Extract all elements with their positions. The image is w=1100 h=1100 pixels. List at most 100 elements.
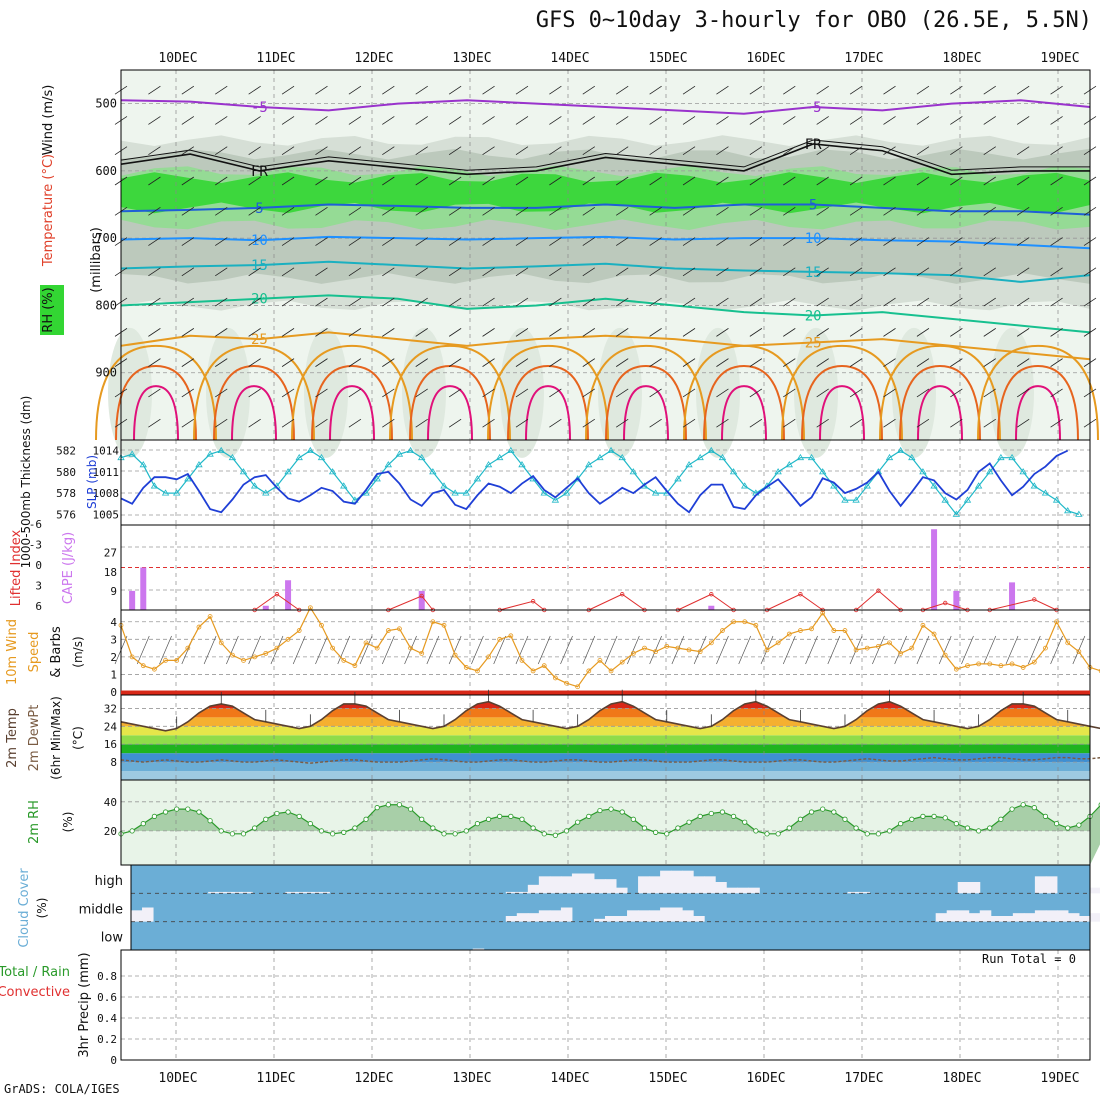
slp-point (629, 468, 638, 475)
lifted-index-point (530, 599, 536, 604)
cloud-cover-cell-middle (1001, 916, 1014, 922)
temp-color-band (121, 762, 1090, 772)
surface-temp-loop (311, 364, 393, 441)
rh2m-point (1065, 825, 1071, 831)
wind-barb (1050, 267, 1063, 277)
cloud-cover-cell-middle (1034, 910, 1047, 922)
wind-barb (315, 85, 328, 95)
lifted-index-point (876, 588, 881, 593)
wind-barb (348, 237, 362, 246)
cloud-cover-cell-high (593, 879, 606, 894)
wind-barb (1016, 328, 1030, 337)
precip-tick-label: 0 (110, 1054, 117, 1067)
wind-barb (549, 388, 562, 398)
wind-barb (582, 116, 596, 125)
wind-barb (248, 358, 261, 367)
slp-point (317, 453, 326, 461)
wind-barb (248, 297, 261, 307)
cloud-cover-cell-high (726, 887, 738, 894)
wind-speed-point (497, 636, 503, 642)
precip-tick-label: 0.4 (97, 1012, 117, 1025)
cape-bar (931, 529, 938, 610)
rh2m-point (842, 816, 848, 822)
wind-tick-label: 2 (110, 651, 117, 664)
wind-barb (315, 116, 328, 125)
precip-axis-label-1: 3hr Precip (mm) (77, 952, 92, 1057)
wind-barb (783, 358, 796, 367)
cloud-cover-cell-middle (1023, 913, 1036, 922)
wind-barb (582, 237, 596, 246)
wind-barb (950, 358, 963, 367)
wind-barb (615, 206, 629, 216)
surface-wind-barb (226, 635, 239, 665)
slp-point (206, 450, 214, 457)
wind-speed-point (731, 619, 736, 625)
wind-speed-point (953, 666, 959, 672)
wind-barb (448, 85, 462, 95)
slp-point (607, 446, 615, 454)
surface-wind-barb (515, 635, 529, 665)
wind-barb (448, 176, 462, 186)
wind-barb (281, 146, 295, 156)
wind-speed-point (430, 619, 436, 625)
temp-color-band (121, 726, 1090, 736)
wind-barb (783, 85, 796, 95)
wind-barb (749, 176, 763, 186)
slp-point (774, 468, 782, 475)
wind-barb (615, 237, 629, 246)
slp-point (495, 453, 504, 461)
thickness-tick-label: 580 (56, 466, 76, 479)
cape-bar (1009, 582, 1016, 610)
wind-barb (415, 267, 428, 277)
contour-label-10: 10 (251, 233, 268, 249)
cloud-cover-cell-high (307, 891, 319, 894)
wind-speed-point (519, 658, 525, 663)
lifted-index-point (419, 593, 424, 599)
wind-barb (950, 297, 963, 307)
surface-wind-barb (894, 635, 907, 665)
wind-speed-point (319, 622, 324, 628)
wind-barb (582, 388, 596, 398)
wind-barb (382, 146, 395, 156)
rh-shading-band (121, 172, 1090, 214)
rh2m-point (742, 819, 748, 825)
surface-wind-barb (337, 635, 351, 665)
rh2m-point (240, 831, 247, 837)
rh2m-point (519, 816, 525, 822)
rh2m-point (441, 831, 447, 837)
rh2m-point (162, 809, 169, 815)
wind-barb (315, 388, 328, 398)
wind-barb (515, 176, 529, 186)
slp-point (328, 468, 337, 475)
rh2m-point (730, 813, 737, 819)
rh2m-point (931, 813, 937, 819)
wind-speed-point (564, 680, 569, 686)
cloud-cover-cell-high (737, 887, 749, 894)
slp-point (406, 446, 415, 454)
cloud-cover-cell-low (472, 948, 485, 950)
cloud-cover-cell-high (693, 876, 705, 894)
wind-barb (883, 297, 896, 307)
wind-barb (983, 328, 996, 337)
wind-speed-point (1009, 661, 1015, 667)
lifted-index-point (798, 592, 803, 597)
slp-point (963, 496, 972, 503)
rh2m-point (296, 813, 302, 819)
rh2m-point (797, 816, 804, 822)
lifted-index-line (989, 598, 1057, 611)
wind-barb (415, 237, 428, 246)
wind-barb (448, 206, 462, 216)
surface-temp-loop (997, 364, 1079, 441)
rh2m-point (541, 831, 547, 837)
wind-barb (248, 237, 261, 246)
wind-barb (515, 206, 529, 216)
wind-speed-point (619, 659, 625, 665)
wind-barb (415, 297, 428, 307)
rh2m-point (563, 828, 570, 834)
wind-barb (549, 116, 562, 125)
cape-bar (953, 590, 960, 610)
wind-barb (716, 237, 729, 246)
cloud-cover-cell-middle (516, 913, 529, 922)
wind-barb (916, 388, 930, 398)
